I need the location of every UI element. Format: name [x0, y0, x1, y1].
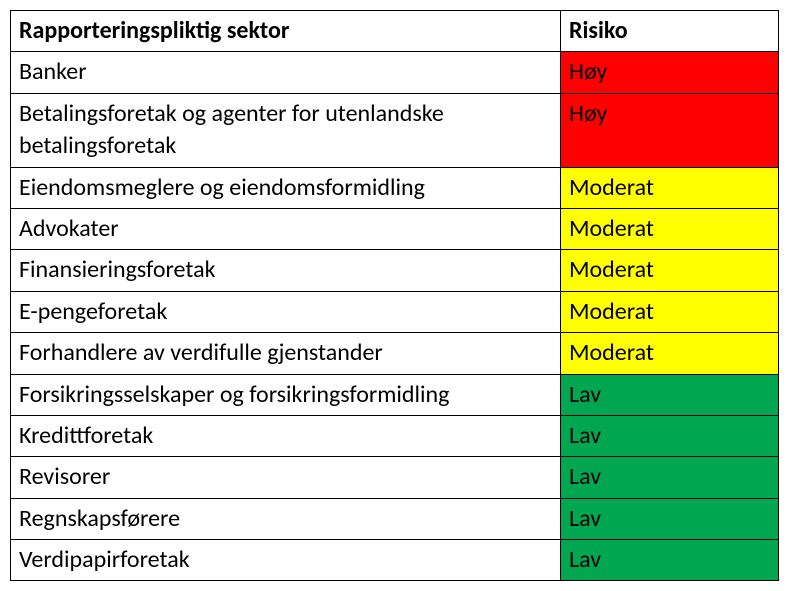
cell-risk: Lav [561, 415, 779, 456]
cell-risk: Lav [561, 374, 779, 415]
cell-sector: Finansieringsforetak [11, 250, 561, 291]
cell-sector: Regnskapsførere [11, 498, 561, 539]
cell-risk: Lav [561, 457, 779, 498]
cell-sector: Banker [11, 52, 561, 93]
risk-table: Rapporteringspliktig sektor Risiko Banke… [10, 10, 779, 581]
cell-risk: Høy [561, 93, 779, 167]
cell-sector: Advokater [11, 208, 561, 249]
table-row: Forhandlere av verdifulle gjenstander Mo… [11, 333, 779, 374]
table-row: Banker Høy [11, 52, 779, 93]
cell-sector: Eiendomsmeglere og eiendomsformidling [11, 167, 561, 208]
table-row: E-pengeforetak Moderat [11, 291, 779, 332]
cell-risk: Lav [561, 498, 779, 539]
table-row: Finansieringsforetak Moderat [11, 250, 779, 291]
cell-sector: Forhandlere av verdifulle gjenstander [11, 333, 561, 374]
table-row: Revisorer Lav [11, 457, 779, 498]
table-row: Betalingsforetak og agenter for utenland… [11, 93, 779, 167]
table-row: Eiendomsmeglere og eiendomsformidling Mo… [11, 167, 779, 208]
cell-risk: Høy [561, 52, 779, 93]
table-row: Kredittforetak Lav [11, 415, 779, 456]
cell-sector: Betalingsforetak og agenter for utenland… [11, 93, 561, 167]
table-row: Regnskapsførere Lav [11, 498, 779, 539]
cell-risk: Moderat [561, 167, 779, 208]
cell-risk: Moderat [561, 291, 779, 332]
table-header-row: Rapporteringspliktig sektor Risiko [11, 11, 779, 52]
table-row: Forsikringsselskaper og forsikringsformi… [11, 374, 779, 415]
cell-sector: E-pengeforetak [11, 291, 561, 332]
header-sector: Rapporteringspliktig sektor [11, 11, 561, 52]
header-risk: Risiko [561, 11, 779, 52]
cell-risk: Moderat [561, 333, 779, 374]
cell-sector: Revisorer [11, 457, 561, 498]
cell-sector: Kredittforetak [11, 415, 561, 456]
cell-sector: Forsikringsselskaper og forsikringsformi… [11, 374, 561, 415]
cell-risk: Moderat [561, 208, 779, 249]
cell-risk: Moderat [561, 250, 779, 291]
table-row: Advokater Moderat [11, 208, 779, 249]
